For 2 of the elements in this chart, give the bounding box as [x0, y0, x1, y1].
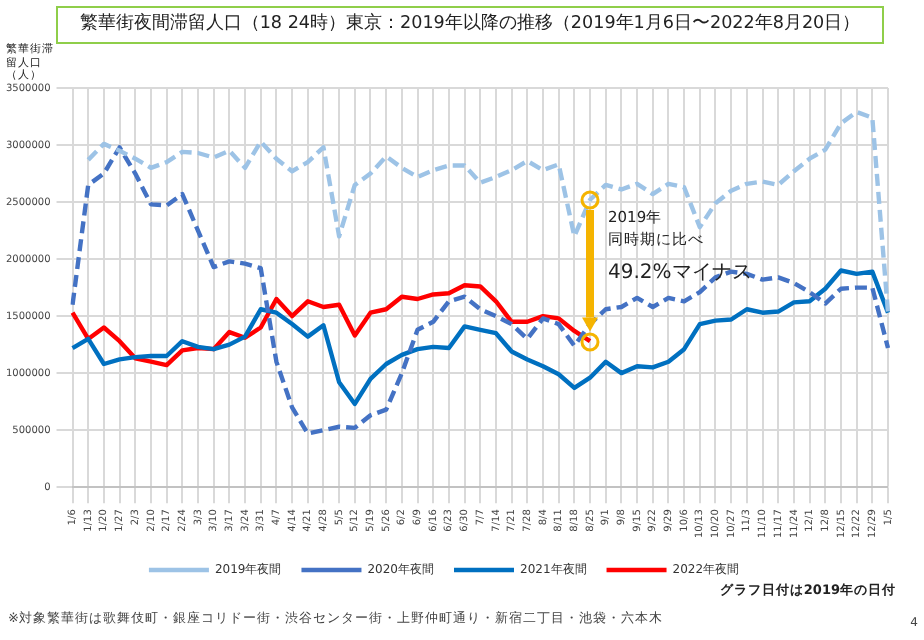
- chart-title: 繁華街夜間滞留人口（18 24時）東京：2019年以降の推移（2019年1月6日〜2022年8月20日）: [56, 6, 884, 44]
- line-series: [86, 109, 891, 315]
